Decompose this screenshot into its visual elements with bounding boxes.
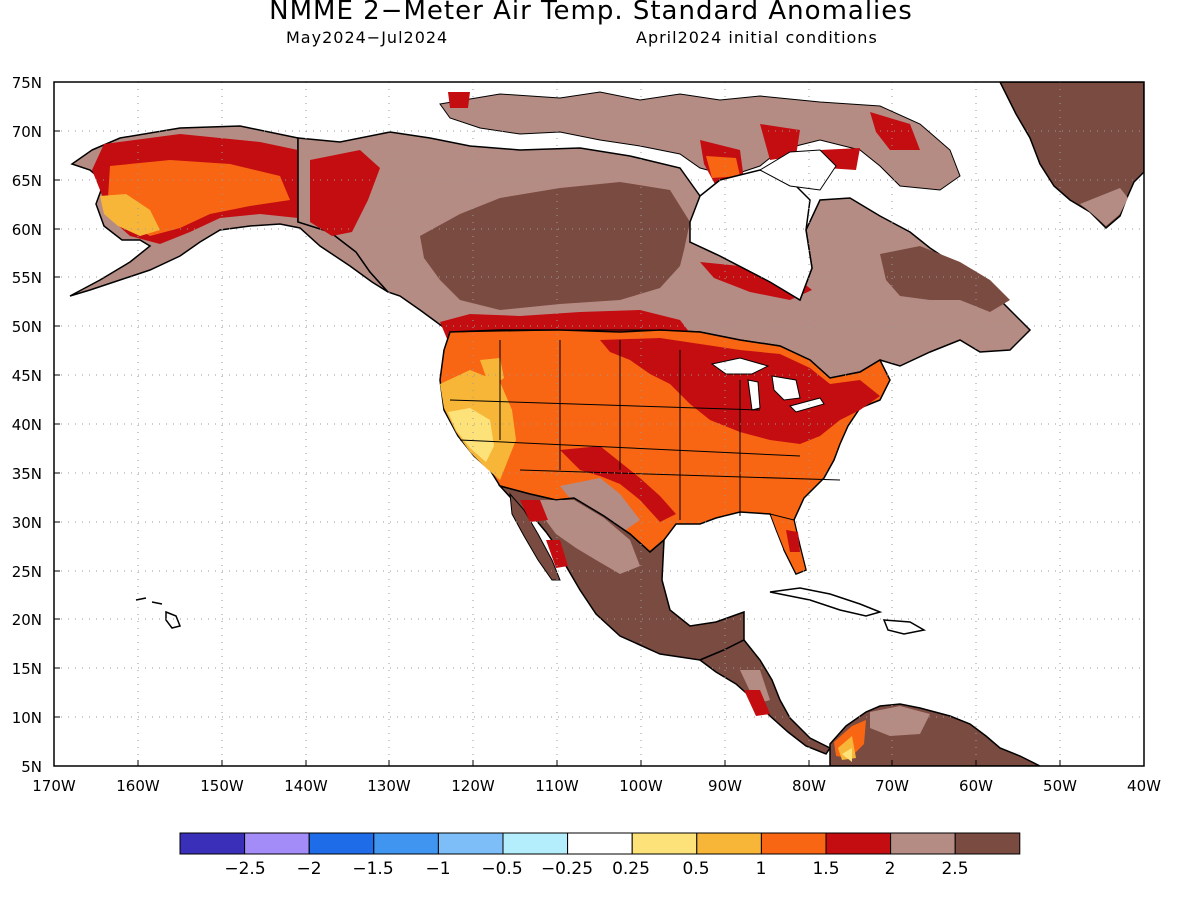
us-rockies-mild	[480, 358, 504, 388]
arctic-islands	[439, 91, 961, 191]
arctic-hot-4	[448, 92, 470, 108]
lake-huron	[771, 375, 801, 401]
legend-swatch	[567, 832, 633, 855]
legend-label: 2.5	[941, 859, 968, 879]
lake-michigan	[747, 379, 761, 411]
lat-label: 25N	[12, 563, 42, 581]
lat-label: 70N	[12, 123, 42, 141]
legend-swatch	[954, 832, 1021, 855]
legend-label: −1.5	[352, 859, 393, 879]
us-southwest-lightmild	[448, 408, 494, 462]
lon-label: 170W	[32, 777, 76, 795]
mexico-hot-2	[520, 500, 548, 522]
hawaii-islands	[135, 597, 182, 629]
color-legend	[179, 832, 1021, 855]
lat-label: 50N	[12, 318, 42, 336]
lat-label: 15N	[12, 660, 42, 678]
legend-label: −2.5	[224, 859, 265, 879]
lat-label: 75N	[12, 74, 42, 92]
lat-label: 55N	[12, 269, 42, 287]
lon-label: 110W	[535, 777, 579, 795]
axis-ticks	[54, 81, 1061, 766]
legend-label: −0.25	[541, 859, 593, 879]
lon-label: 160W	[116, 777, 160, 795]
lon-label: 90W	[708, 777, 742, 795]
lat-label: 35N	[12, 465, 42, 483]
florida-hot	[786, 530, 800, 552]
legend-swatch	[760, 832, 827, 855]
political-boundaries	[297, 138, 841, 553]
canada-cool-core	[420, 182, 690, 310]
legend-label: 1.5	[812, 859, 839, 879]
lon-label: 100W	[619, 777, 663, 795]
lake-erie	[789, 397, 825, 413]
legend-swatch	[437, 832, 504, 855]
lon-label: 120W	[451, 777, 495, 795]
us-plains-hot	[560, 446, 676, 522]
legend-label: 1	[756, 859, 767, 879]
lat-label: 5N	[21, 758, 42, 776]
lon-label: 80W	[792, 777, 826, 795]
quebec-east	[880, 246, 1010, 312]
lat-label: 30N	[12, 514, 42, 532]
central-america-hot	[744, 690, 770, 716]
lon-label: 130W	[367, 777, 411, 795]
colombia-lightmild	[842, 748, 852, 762]
legend-swatch	[373, 832, 439, 855]
legend-swatch	[179, 832, 246, 855]
mexico-hot-1	[546, 540, 568, 568]
canada-west-hot	[310, 150, 380, 236]
central-america-cool	[740, 670, 770, 704]
hispaniola	[882, 619, 927, 635]
lake-superior	[710, 357, 770, 375]
us-southwest-cool	[560, 478, 640, 534]
arctic-warm-1	[706, 156, 740, 178]
greenland-south-warm	[1080, 188, 1128, 226]
cuba	[769, 587, 883, 617]
initial-conditions: April2024 initial conditions	[636, 28, 878, 47]
south-america-cool	[870, 706, 930, 736]
lon-label: 50W	[1043, 777, 1077, 795]
lon-label: 60W	[959, 777, 993, 795]
lon-label: 40W	[1127, 777, 1161, 795]
legend-swatch	[631, 832, 698, 855]
greenland	[999, 82, 1144, 230]
lon-label: 150W	[200, 777, 244, 795]
lat-label: 65N	[12, 172, 42, 190]
legend-label: 2	[885, 859, 896, 879]
lon-label: 70W	[875, 777, 909, 795]
latitude-labels: 75N 70N 65N 60N 55N 50N 45N 40N 35N 30N …	[12, 74, 42, 776]
legend-swatch	[890, 832, 956, 855]
lat-label: 60N	[12, 221, 42, 239]
legend-swatch	[696, 832, 762, 855]
florida	[769, 513, 807, 575]
legend-label: 0.5	[682, 859, 709, 879]
legend-label: −2	[296, 859, 321, 879]
legend-labels: −2.5 −2 −1.5 −1 −0.5 −0.25 0.25 0.5 1 1.…	[224, 859, 968, 879]
lat-label: 10N	[12, 709, 42, 727]
mexico-north-cool	[536, 500, 640, 574]
legend-swatch	[502, 832, 569, 855]
legend-swatch	[825, 832, 892, 855]
legend-label: −1	[425, 859, 450, 879]
lat-label: 40N	[12, 416, 42, 434]
longitude-labels: 170W 160W 150W 140W 130W 120W 110W 100W …	[32, 777, 1161, 795]
alaska-mild	[100, 194, 160, 236]
map-fill-layer	[69, 82, 1144, 766]
legend-swatch	[244, 832, 310, 855]
lat-label: 45N	[12, 367, 42, 385]
arctic-hot-2	[760, 124, 800, 160]
lat-label: 20N	[12, 611, 42, 629]
legend-label: 0.25	[612, 859, 650, 879]
lon-label: 140W	[284, 777, 328, 795]
map-title: NMME 2−Meter Air Temp. Standard Anomalie…	[269, 0, 913, 26]
legend-swatch	[308, 832, 375, 855]
legend-label: −0.5	[481, 859, 522, 879]
forecast-period: May2024−Jul2024	[286, 28, 449, 47]
